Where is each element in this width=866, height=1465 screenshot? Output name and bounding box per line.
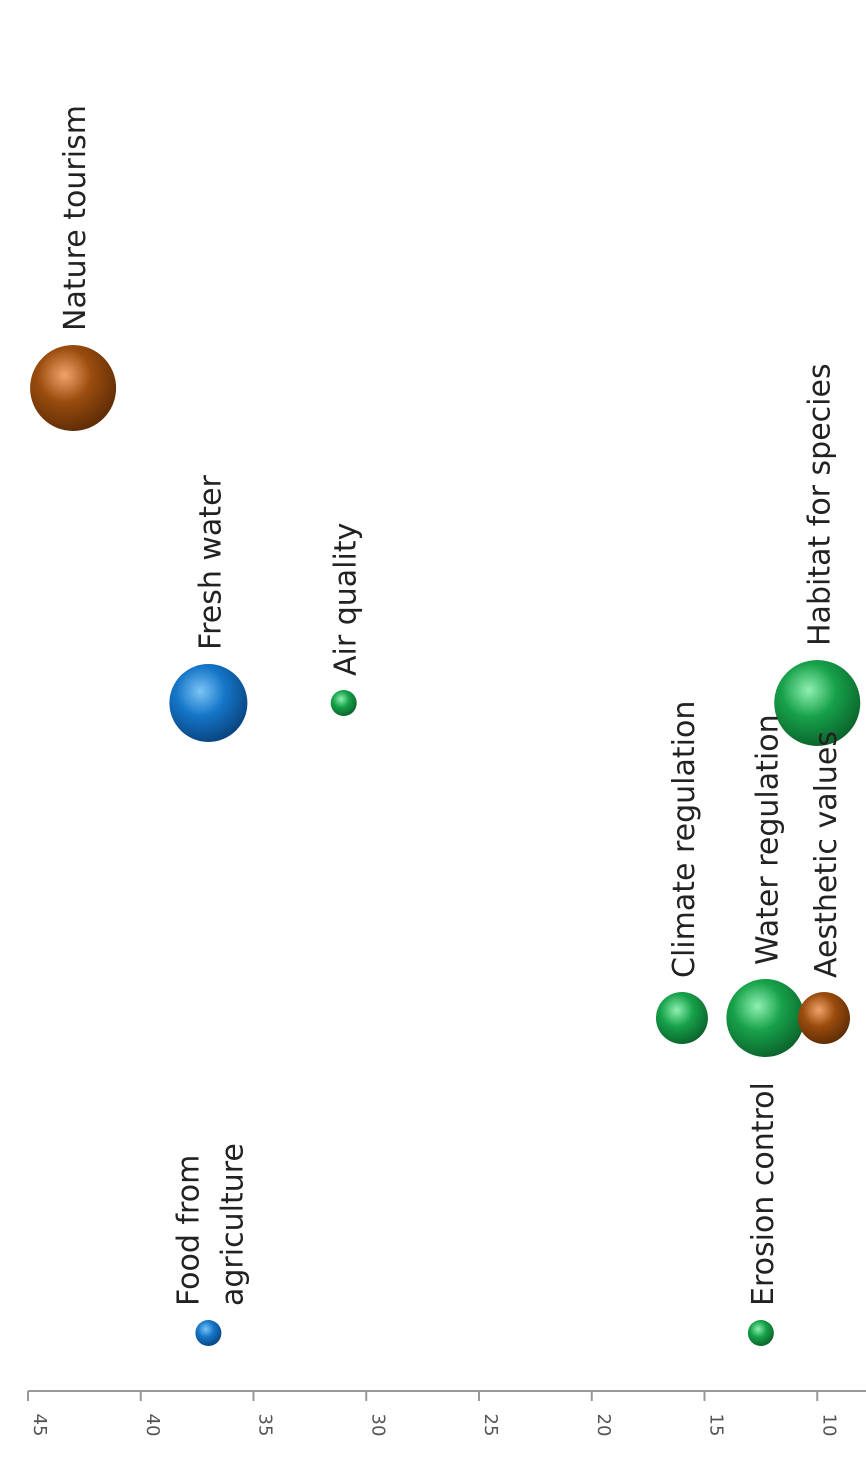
bubble-label: Erosion control	[746, 1082, 781, 1306]
y-axis-ticks: 45 40 35 30 25 20 15 10	[27, 1391, 839, 1437]
y-tick-label: 45	[29, 1414, 50, 1437]
bubble-label-line: Food from	[171, 1155, 206, 1306]
y-tick-label: 30	[367, 1414, 388, 1437]
bubble	[330, 690, 357, 716]
bubble-label: Aesthetic values	[809, 731, 844, 978]
bubble-label-line: Water regulation	[750, 714, 785, 965]
bubble-label: Nature tourism	[58, 105, 93, 331]
bubble-label: Climate regulation	[667, 701, 702, 978]
bubble-label-line: Fresh water	[193, 474, 228, 650]
y-tick-label: 15	[706, 1414, 727, 1437]
bubble-label-line: Nature tourism	[58, 105, 93, 331]
bubble-label-line: Aesthetic values	[809, 731, 844, 978]
bubble-label-line: Climate regulation	[667, 701, 702, 978]
bubble-label-line: agriculture	[215, 1143, 250, 1306]
y-tick-label: 25	[480, 1414, 501, 1437]
bubble	[798, 992, 851, 1044]
y-tick-label: 10	[818, 1414, 839, 1437]
bubble-label-line: Air quality	[329, 523, 364, 676]
bubble-labels: Food from agriculture Erosion control Clima…	[58, 105, 844, 1306]
bubble-label: Air quality	[329, 523, 364, 676]
bubbles	[30, 345, 861, 1346]
y-tick-label: 40	[142, 1414, 163, 1437]
bubble	[30, 345, 117, 431]
bubble	[774, 660, 861, 746]
y-tick-label: 20	[593, 1414, 614, 1437]
y-tick-label: 35	[255, 1414, 276, 1437]
bubble	[726, 979, 805, 1057]
bubble-label: Food from agriculture	[171, 1143, 250, 1306]
bubble	[169, 664, 248, 742]
bubble-label: Water regulation	[750, 714, 785, 965]
bubble-label: Fresh water	[193, 474, 228, 650]
bubble-label-line: Habitat for species	[802, 363, 837, 646]
bubble	[655, 992, 708, 1044]
bubble-label: Habitat for species	[802, 363, 837, 646]
bubble-label-line: Erosion control	[746, 1082, 781, 1306]
bubble	[747, 1320, 774, 1346]
bubble	[195, 1320, 222, 1346]
